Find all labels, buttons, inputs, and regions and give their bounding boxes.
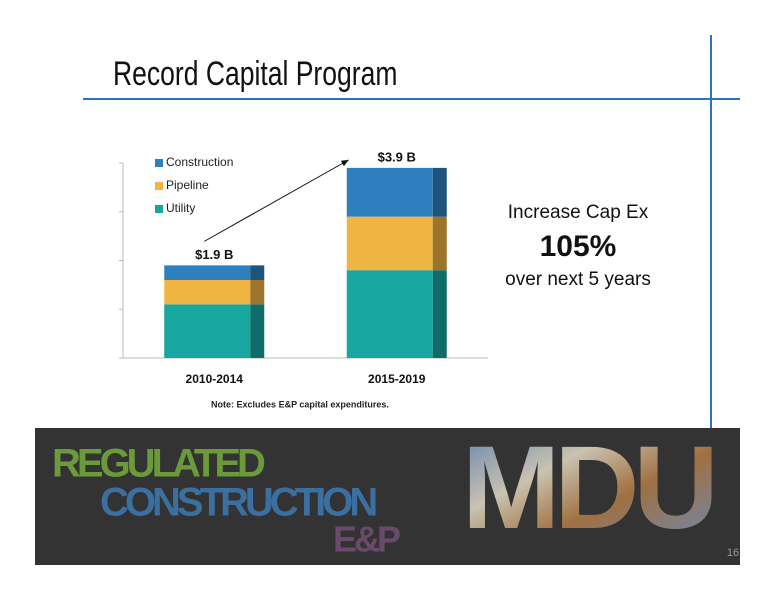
banner-word: E&P [333, 519, 400, 560]
bar-side [250, 304, 265, 358]
page-number: 16 [727, 547, 739, 559]
bar-segment [346, 270, 433, 358]
bar-segment [164, 265, 251, 280]
callout-value: 105% [540, 230, 617, 263]
bar-segment [164, 280, 251, 305]
logo: MDU [462, 422, 713, 554]
bar-side [432, 167, 447, 217]
banner [35, 428, 740, 565]
bar-side [250, 265, 265, 280]
total-label: $3.9 B [378, 149, 416, 164]
x-tick-label: 2010-2014 [186, 372, 244, 386]
callout-line: over next 5 years [505, 269, 651, 290]
bar-side [250, 280, 265, 305]
legend-swatch [155, 182, 163, 190]
legend-label: Pipeline [166, 178, 209, 192]
legend-label: Utility [166, 201, 195, 215]
chart: $1.9 B 2010-2014 $3.9 B 2015-2019 Constructi… [119, 149, 488, 409]
legend-swatch [155, 159, 163, 167]
chart-note: Note: Excludes E&P capital expenditures. [211, 399, 389, 409]
bar-side [432, 216, 447, 271]
total-label: $1.9 B [195, 247, 233, 262]
bar-segment [164, 304, 251, 358]
bar-segment [346, 216, 433, 271]
growth-arrow [204, 159, 349, 242]
bar-side [432, 270, 447, 358]
callout-line: Increase Cap Ex [508, 202, 649, 223]
legend-swatch [155, 205, 163, 213]
bar-segment [346, 167, 433, 217]
legend-label: Construction [166, 155, 233, 169]
slide-title: Record Capital Program [113, 55, 397, 93]
banner-word: REGULATED [52, 442, 265, 486]
banner-word: CONSTRUCTION [100, 481, 376, 525]
arrow-head [340, 159, 349, 167]
x-tick-label: 2015-2019 [368, 372, 426, 386]
